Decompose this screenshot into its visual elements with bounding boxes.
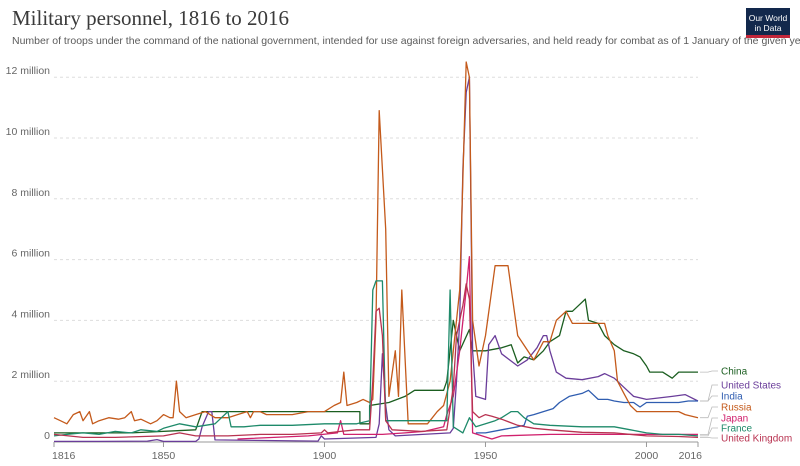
chart-subtitle: Number of troops under the command of th…: [12, 35, 800, 47]
x-tick-label: 1816: [52, 450, 76, 462]
logo-line-1: Our World: [748, 13, 788, 23]
y-tick-label: 10 million: [6, 126, 51, 138]
y-tick-label: 8 million: [11, 187, 50, 199]
series-label-india[interactable]: India: [721, 392, 743, 403]
series-line-china[interactable]: [54, 298, 698, 434]
label-connector: [700, 437, 718, 439]
series-line-india[interactable]: [475, 389, 698, 434]
label-connector: [700, 370, 718, 373]
logo-line-2: in Data: [754, 23, 782, 33]
owid-logo[interactable]: Our World in Data: [746, 8, 790, 38]
series-label-france[interactable]: France: [721, 424, 753, 435]
y-tick-label: 2 million: [11, 369, 50, 381]
label-connector: [700, 395, 718, 402]
logo-accent-bar: [746, 35, 790, 38]
x-tick-label: 2000: [635, 450, 659, 462]
series-label-china[interactable]: China: [721, 367, 748, 378]
series-labels: China United StatesIndiaRussiaJapanFrance…: [700, 367, 792, 445]
series-lines: [53, 61, 699, 443]
label-connector: [700, 406, 718, 419]
series-label-japan[interactable]: Japan: [721, 414, 748, 425]
y-tick-label: 0: [44, 430, 50, 442]
series-label-russia[interactable]: Russia: [721, 403, 752, 414]
x-tick-label: 1900: [313, 450, 337, 462]
x-tick-label: 1850: [152, 450, 176, 462]
label-connector: [700, 427, 718, 437]
y-axis: 0 2 million 4 million 6 million 8 million 10 …: [6, 65, 51, 442]
y-tick-label: 4 million: [11, 308, 50, 320]
series-line-russia[interactable]: [53, 61, 699, 425]
y-tick-label: 12 million: [6, 65, 51, 77]
series-line-united-kingdom[interactable]: [53, 283, 699, 439]
label-connector: [700, 417, 718, 435]
x-axis: 1816 1850 1900 1950 2000 2016: [52, 442, 702, 462]
label-connector: [700, 384, 718, 402]
x-tick-label: 2016: [679, 450, 703, 462]
series-label-united-states[interactable]: United States: [721, 381, 781, 392]
grid-lines: [54, 76, 698, 443]
series-label-united-kingdom[interactable]: United Kingdom: [721, 434, 792, 445]
series-line-united-states[interactable]: [54, 76, 699, 443]
y-tick-label: 6 million: [11, 248, 50, 260]
chart-title: Military personnel, 1816 to 2016: [12, 6, 290, 30]
x-tick-label: 1950: [474, 450, 498, 462]
